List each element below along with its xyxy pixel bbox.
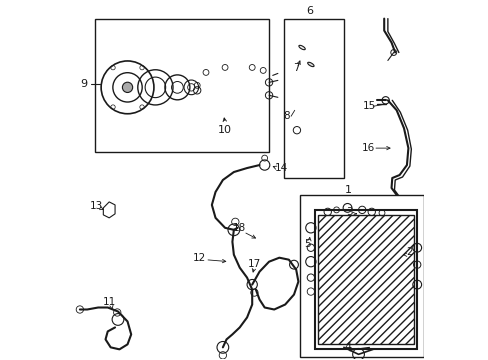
Text: 16: 16 — [361, 143, 374, 153]
Text: 7: 7 — [292, 63, 299, 73]
Text: 9: 9 — [81, 79, 88, 89]
Text: 12: 12 — [192, 253, 205, 263]
Circle shape — [122, 82, 132, 93]
Text: 10: 10 — [218, 125, 232, 135]
Text: 17: 17 — [247, 259, 261, 269]
Text: 13: 13 — [89, 201, 102, 211]
Bar — [314, 210, 416, 349]
Text: 5: 5 — [303, 239, 310, 249]
Text: 11: 11 — [102, 297, 116, 306]
Text: 1: 1 — [344, 185, 351, 195]
Bar — [283, 19, 343, 178]
Polygon shape — [298, 45, 314, 67]
Text: 15: 15 — [362, 101, 375, 111]
Text: 14: 14 — [274, 163, 287, 173]
Text: 6: 6 — [306, 6, 313, 15]
Text: 3: 3 — [346, 207, 352, 217]
Ellipse shape — [298, 45, 305, 50]
Bar — [94, 19, 268, 152]
Ellipse shape — [307, 62, 313, 67]
Bar — [299, 195, 423, 357]
Text: 8: 8 — [283, 111, 289, 121]
Text: 4: 4 — [344, 342, 351, 352]
Text: 2: 2 — [406, 247, 412, 257]
Text: 18: 18 — [232, 223, 245, 233]
